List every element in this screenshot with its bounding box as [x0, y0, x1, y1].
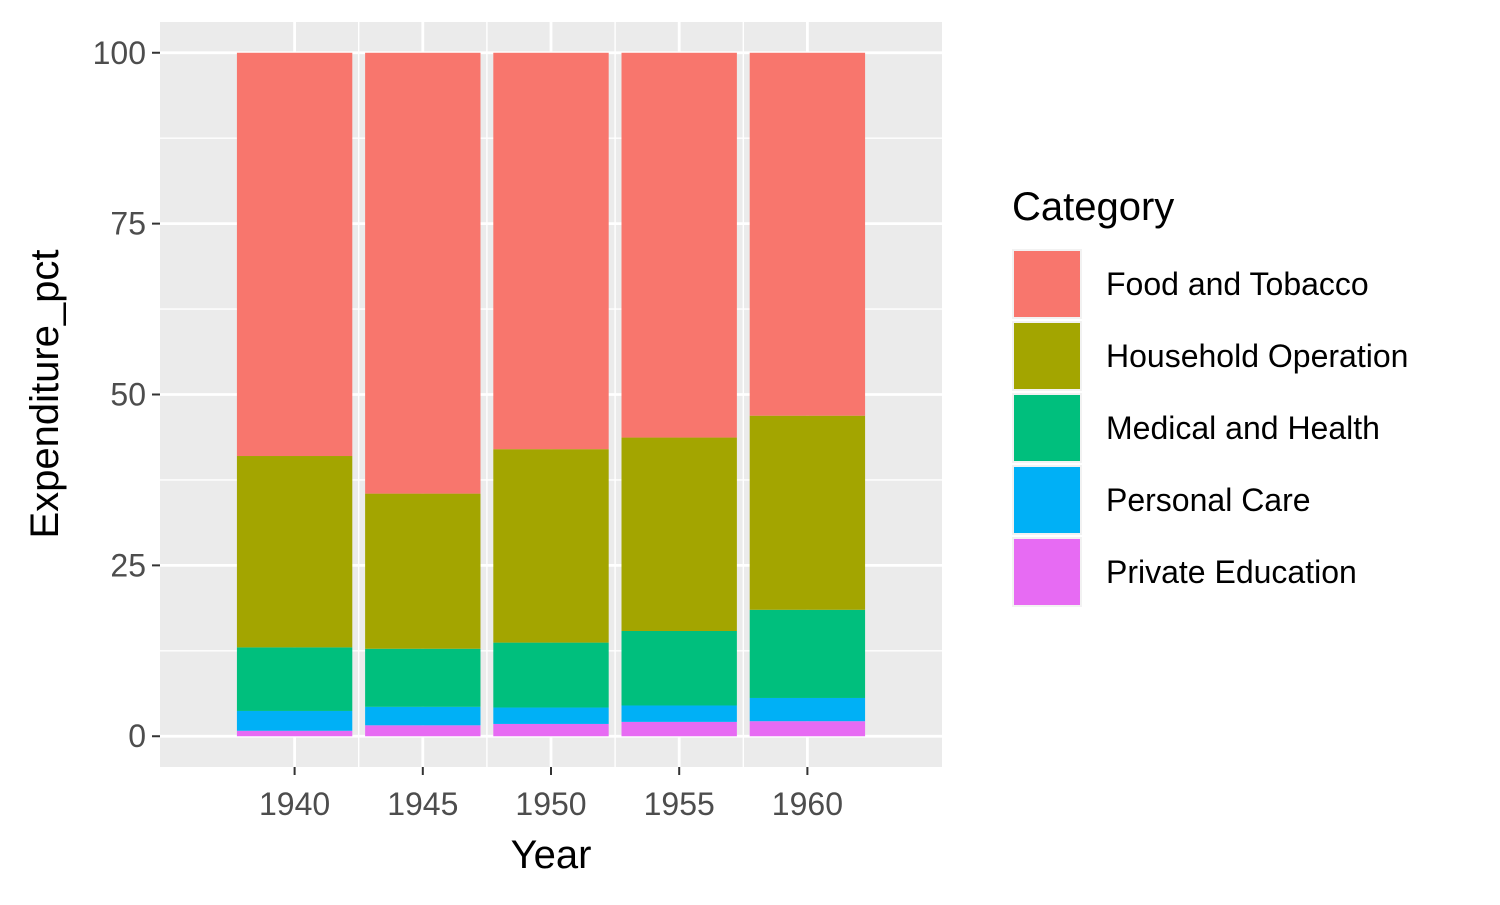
x-tick-label: 1940 [259, 786, 330, 822]
x-tick-label: 1945 [387, 786, 458, 822]
bar-segment-private-education-1955 [621, 721, 737, 737]
bar-segment-household-operation-1940 [236, 456, 353, 648]
bar-segment-personal-care-1940 [236, 710, 353, 731]
y-axis: 0 25 50 75 100 [93, 35, 160, 754]
bar-segment-household-operation-1955 [621, 437, 737, 631]
y-tick-label: 25 [110, 547, 146, 583]
bar-segment-personal-care-1955 [621, 705, 737, 722]
legend-title: Category [1012, 185, 1174, 229]
bar-segment-household-operation-1960 [749, 415, 866, 610]
y-tick-label: 75 [110, 206, 146, 242]
bar-segment-personal-care-1945 [365, 706, 481, 726]
legend-label-private-education: Private Education [1106, 554, 1357, 590]
x-tick-label: 1955 [644, 786, 715, 822]
legend: Category Food and Tobacco Household Opera… [1012, 185, 1408, 607]
y-tick-label: 100 [93, 35, 146, 71]
bar-segment-household-operation-1950 [493, 449, 609, 643]
legend-swatch-household-operation [1014, 323, 1080, 389]
x-tick-label: 1950 [515, 786, 586, 822]
bar-segment-personal-care-1960 [749, 697, 866, 722]
bar-segment-food-and-tobacco-1960 [749, 52, 866, 416]
bar-segment-private-education-1945 [365, 725, 481, 737]
bar-segment-household-operation-1945 [365, 493, 481, 649]
bar-segment-private-education-1940 [236, 730, 353, 737]
legend-swatch-medical-and-health [1014, 395, 1080, 461]
y-axis-title: Expenditure_pct [23, 249, 67, 538]
bar-segment-personal-care-1950 [493, 707, 609, 724]
bar-segment-food-and-tobacco-1955 [621, 52, 737, 438]
legend-swatch-personal-care [1014, 467, 1080, 533]
y-tick-label: 0 [128, 718, 146, 754]
legend-label-food-and-tobacco: Food and Tobacco [1106, 266, 1369, 302]
bar-segment-food-and-tobacco-1950 [493, 52, 609, 450]
y-tick-label: 50 [110, 377, 146, 413]
bar-segment-medical-and-health-1955 [621, 630, 737, 706]
bar-segment-food-and-tobacco-1940 [236, 52, 353, 457]
bars [236, 52, 866, 737]
legend-swatch-food-and-tobacco [1014, 251, 1080, 317]
bar-segment-food-and-tobacco-1945 [365, 52, 481, 494]
bar-segment-private-education-1960 [749, 721, 866, 737]
legend-swatch-private-education [1014, 539, 1080, 605]
legend-label-personal-care: Personal Care [1106, 482, 1311, 518]
bar-segment-medical-and-health-1945 [365, 648, 481, 707]
x-axis-title: Year [511, 833, 592, 877]
x-tick-label: 1960 [772, 786, 843, 822]
legend-label-household-operation: Household Operation [1106, 338, 1408, 374]
bar-segment-medical-and-health-1950 [493, 642, 609, 708]
bar-segment-medical-and-health-1940 [236, 647, 353, 711]
bar-segment-private-education-1950 [493, 723, 609, 737]
legend-label-medical-and-health: Medical and Health [1106, 410, 1380, 446]
x-axis: 1940 1945 1950 1955 1960 [259, 767, 843, 822]
bar-segment-medical-and-health-1960 [749, 609, 866, 698]
